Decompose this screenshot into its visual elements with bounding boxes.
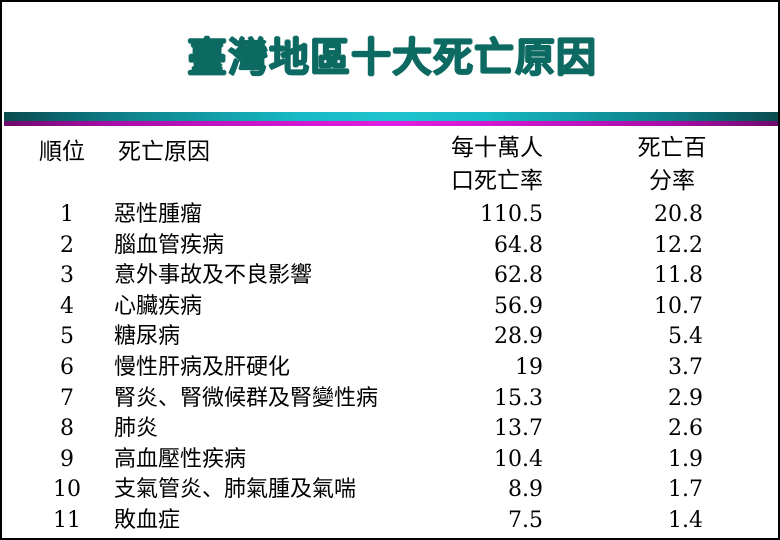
table-header-row: 順位 死亡原因 每十萬人 口死亡率 死亡百 分率 (2, 132, 778, 200)
cell-cause: 意外事故及不良影響 (114, 263, 313, 289)
table-row: 10 支氣管炎、肺氣腫及氣喘 8.9 1.7 (2, 475, 778, 506)
cell-cause: 糖尿病 (114, 324, 181, 350)
column-header-rate-line2: 口死亡率 (451, 168, 543, 194)
column-header-rank: 順位 (39, 139, 85, 165)
column-header-cause: 死亡原因 (118, 139, 210, 165)
table-row: 4 心臟疾病 56.9 10.7 (2, 292, 778, 323)
cell-cause: 惡性腫瘤 (114, 202, 203, 227)
cell-percent: 10.7 (654, 293, 703, 319)
cell-cause: 腎炎、腎微候群及腎變性病 (114, 385, 379, 411)
cell-rate: 56.9 (494, 293, 543, 319)
column-header-percent: 死亡百 分率 (602, 132, 742, 198)
table-row: 6 慢性肝病及肝硬化 19 3.7 (2, 353, 778, 384)
table-row: 5 糖尿病 28.9 5.4 (2, 322, 778, 353)
cell-cause: 支氣管炎、肺氣腫及氣喘 (114, 477, 357, 503)
cell-rank: 6 (60, 354, 74, 380)
cell-rate: 10.4 (494, 446, 543, 472)
cell-rank: 7 (60, 385, 74, 411)
table-row: 3 意外事故及不良影響 62.8 11.8 (2, 261, 778, 292)
table-body: 1 惡性腫瘤 110.5 20.8 2 腦血管疾病 64.8 12.2 3 意外事故及不良影響 62… (2, 200, 778, 537)
cell-rate: 15.3 (494, 385, 543, 411)
slide-title-area: 臺灣地區十大死亡原因 (2, 35, 778, 81)
cell-rank: 4 (60, 293, 74, 319)
cell-percent: 11.8 (654, 263, 703, 289)
cell-rate: 8.9 (508, 477, 543, 503)
cell-percent: 2.9 (668, 385, 703, 411)
cell-rank: 2 (60, 232, 74, 258)
cell-cause: 敗血症 (114, 507, 181, 533)
cell-rate: 110.5 (480, 202, 543, 227)
cell-rank: 5 (60, 324, 74, 350)
cell-rate: 7.5 (508, 507, 543, 533)
cell-rate: 19 (515, 354, 543, 380)
divider-magenta-band (4, 121, 778, 126)
cell-percent: 3.7 (668, 354, 703, 380)
table-row: 1 惡性腫瘤 110.5 20.8 (2, 200, 778, 231)
table-row: 2 腦血管疾病 64.8 12.2 (2, 231, 778, 262)
column-header-percent-line1: 死亡百 (637, 135, 707, 161)
cell-cause: 肺炎 (114, 416, 159, 442)
cell-rate: 28.9 (494, 324, 543, 350)
cell-rate: 13.7 (494, 416, 543, 442)
cell-rank: 1 (60, 202, 74, 227)
cell-rate: 62.8 (494, 263, 543, 289)
table-row: 7 腎炎、腎微候群及腎變性病 15.3 2.9 (2, 384, 778, 415)
column-header-percent-line2: 分率 (649, 168, 695, 194)
cell-rank: 3 (60, 263, 74, 289)
cell-rank: 9 (60, 446, 74, 472)
cell-percent: 1.7 (668, 477, 703, 503)
cell-percent: 2.6 (668, 416, 703, 442)
cell-rank: 10 (53, 477, 81, 503)
page-title: 臺灣地區十大死亡原因 (187, 35, 597, 81)
cell-percent: 12.2 (654, 232, 703, 258)
cell-rank: 11 (53, 507, 81, 533)
divider-teal-band (4, 112, 778, 121)
cell-percent: 20.8 (654, 202, 703, 227)
table-row: 11 敗血症 7.5 1.4 (2, 506, 778, 537)
cell-percent: 1.4 (668, 507, 703, 533)
cell-cause: 高血壓性疾病 (114, 446, 247, 472)
cell-rate: 64.8 (494, 232, 543, 258)
cell-cause: 腦血管疾病 (114, 232, 225, 258)
column-header-rate: 每十萬人 口死亡率 (417, 132, 577, 198)
cell-cause: 慢性肝病及肝硬化 (114, 354, 291, 380)
cell-percent: 5.4 (668, 324, 703, 350)
table-row: 8 肺炎 13.7 2.6 (2, 414, 778, 445)
column-header-rate-line1: 每十萬人 (451, 135, 543, 161)
cell-cause: 心臟疾病 (114, 293, 203, 319)
cell-percent: 1.9 (668, 446, 703, 472)
mortality-causes-table: 順位 死亡原因 每十萬人 口死亡率 死亡百 分率 1 惡性腫瘤 110.5 20.8 2… (2, 132, 778, 537)
cell-rank: 8 (60, 416, 74, 442)
decorative-divider-bar (4, 110, 778, 126)
table-row: 9 高血壓性疾病 10.4 1.9 (2, 445, 778, 476)
